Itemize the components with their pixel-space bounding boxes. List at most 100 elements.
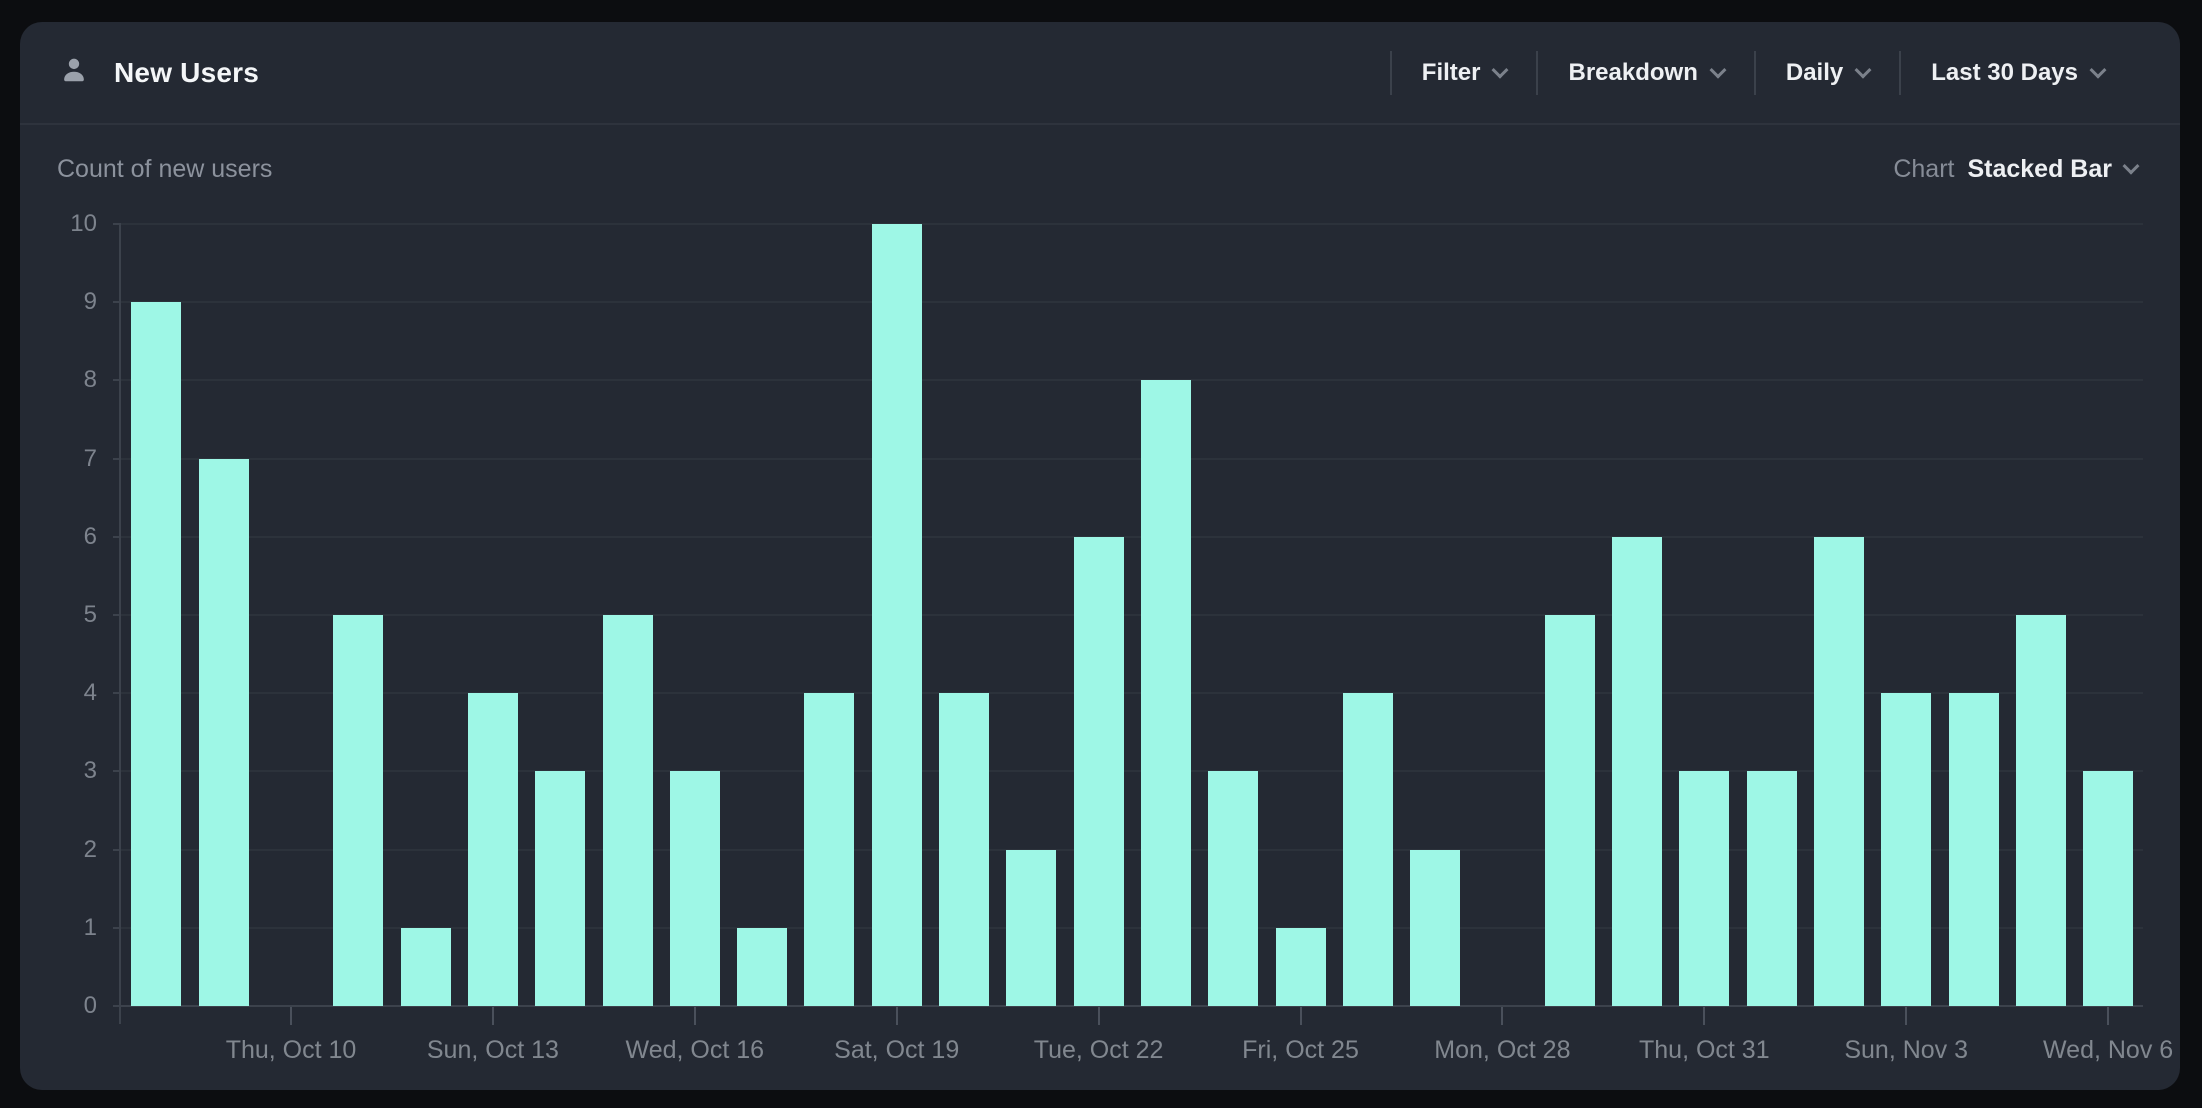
y-axis-tick [113, 848, 121, 851]
y-axis-label: 8 [83, 366, 97, 394]
bar[interactable] [535, 771, 586, 1006]
bar[interactable] [1612, 536, 1662, 1006]
y-axis-label: 1 [83, 913, 97, 941]
y-axis-label: 5 [83, 601, 97, 628]
x-axis-label: Thu, Oct 10 [225, 1036, 357, 1064]
new-users-bar-chart: 0 1 2 3 4 5 6 7 8 9 10 Thu, Oct 10 Sun, Oct 13 Wed, O… [20, 22, 2180, 1090]
title-group: New Users [58, 54, 259, 91]
bar[interactable] [1342, 693, 1393, 1006]
bar[interactable] [871, 224, 922, 1006]
y-axis-tick [113, 223, 121, 225]
interval-dropdown[interactable]: Daily [1756, 59, 1899, 87]
x-axis-tick [1501, 1007, 1504, 1025]
x-axis-tick [1299, 1007, 1302, 1025]
bar[interactable] [1208, 771, 1259, 1006]
bar[interactable] [1073, 536, 1124, 1006]
y-axis-label: 4 [83, 679, 97, 707]
gridline [121, 770, 2143, 773]
bar[interactable] [1948, 693, 1999, 1006]
bar[interactable] [2083, 771, 2134, 1006]
y-axis-tick [113, 692, 121, 695]
metric-label: Count of new users [57, 154, 273, 183]
gridline [121, 301, 2143, 304]
bar[interactable] [1140, 380, 1191, 1006]
x-axis-tick [1703, 1007, 1706, 1025]
y-axis-tick [113, 457, 121, 460]
y-axis-tick [113, 535, 121, 538]
gridline [121, 535, 2143, 538]
bar[interactable] [1410, 849, 1461, 1006]
x-axis-label: Thu, Oct 31 [1638, 1036, 1770, 1064]
bar[interactable] [1679, 771, 1730, 1006]
y-axis-tick [113, 301, 121, 304]
bar[interactable] [804, 693, 855, 1006]
y-axis-label: 0 [83, 992, 97, 1019]
bar[interactable] [939, 693, 989, 1006]
divider [1389, 50, 1392, 95]
x-axis-tick [491, 1007, 494, 1025]
x-axis-label: Fri, Oct 25 [1242, 1036, 1359, 1064]
x-axis-label: Sun, Nov 3 [1844, 1036, 1969, 1064]
x-axis-label: Sat, Oct 19 [834, 1036, 960, 1064]
bar[interactable] [1006, 849, 1057, 1006]
bar[interactable] [737, 927, 788, 1006]
chart-subheader: Count of new users Chart Stacked Bar [57, 138, 2140, 200]
user-icon [58, 54, 90, 91]
bar[interactable] [2015, 615, 2066, 1006]
y-axis-line [119, 224, 121, 1024]
x-axis-tick [1097, 1007, 1100, 1025]
divider [1536, 50, 1539, 95]
x-axis-tick [1905, 1007, 1908, 1025]
bar[interactable] [333, 615, 384, 1006]
bar[interactable] [1813, 536, 1864, 1006]
divider [1753, 50, 1756, 95]
gridline [121, 614, 2143, 616]
bar[interactable] [669, 771, 720, 1006]
x-axis-line [121, 1005, 2143, 1007]
date-range-dropdown-label: Last 30 Days [1931, 58, 2078, 86]
bar[interactable] [467, 693, 518, 1006]
bar[interactable] [1544, 615, 1595, 1006]
x-axis-tick [290, 1007, 292, 1025]
bar[interactable] [1746, 771, 1797, 1006]
bar[interactable] [400, 927, 451, 1006]
date-range-dropdown[interactable]: Last 30 Days [1901, 59, 2134, 87]
x-axis-tick [895, 1007, 898, 1025]
new-users-panel: New Users Filter Breakdown Daily [20, 22, 2180, 1090]
filter-dropdown-label: Filter [1421, 58, 1481, 86]
y-axis-label: 6 [83, 522, 97, 550]
x-axis-label: Sun, Oct 13 [426, 1036, 559, 1064]
y-axis-label: 10 [70, 210, 97, 237]
gridline [121, 926, 2143, 929]
y-axis-label: 3 [83, 757, 97, 785]
y-axis-tick [113, 926, 121, 929]
y-axis-tick [113, 1005, 121, 1007]
chart-type-select-value: Stacked Bar [1967, 154, 2112, 183]
y-axis-tick [113, 770, 121, 773]
breakdown-dropdown[interactable]: Breakdown [1538, 59, 1753, 87]
bar[interactable] [198, 458, 249, 1006]
bar[interactable] [1275, 927, 1326, 1006]
chart-type-select[interactable]: Chart Stacked Bar [1893, 154, 2140, 184]
x-axis-label: Tue, Oct 22 [1033, 1036, 1164, 1064]
interval-dropdown-label: Daily [1785, 58, 1844, 86]
y-axis-label: 7 [83, 444, 97, 472]
divider [1899, 50, 1902, 95]
gridline [121, 457, 2143, 460]
gridline [121, 379, 2143, 382]
panel-header: New Users Filter Breakdown Daily [20, 22, 2180, 125]
bar[interactable] [131, 302, 182, 1006]
gridline [121, 223, 2143, 225]
y-axis-label: 9 [83, 288, 97, 316]
filter-dropdown[interactable]: Filter [1392, 59, 1537, 87]
x-axis-label: Wed, Oct 16 [625, 1036, 765, 1064]
bar[interactable] [1881, 693, 1932, 1006]
bar[interactable] [602, 615, 653, 1006]
x-axis-tick [2107, 1007, 2110, 1025]
x-axis-label: Mon, Oct 28 [1434, 1036, 1571, 1064]
x-axis-tick [693, 1007, 696, 1025]
gridline [121, 848, 2143, 851]
x-axis-label: Wed, Nov 6 [2043, 1036, 2174, 1064]
y-axis-label: 2 [83, 835, 97, 863]
